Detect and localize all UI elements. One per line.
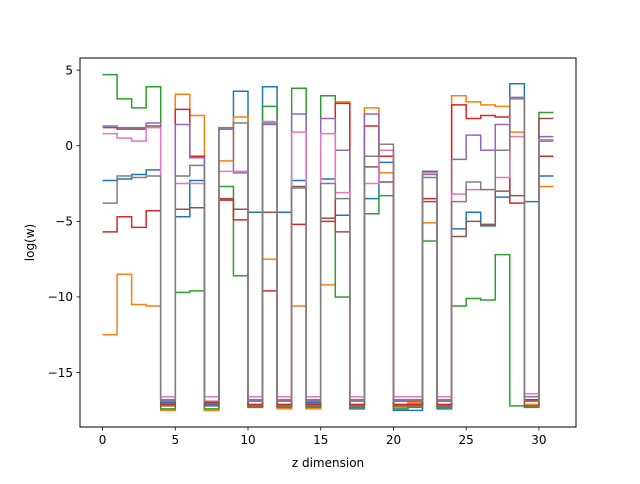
x-tick-label: 25: [459, 433, 474, 447]
x-tick-label: 10: [240, 433, 255, 447]
y-tick-label: 5: [65, 63, 73, 77]
y-tick-label: −15: [48, 366, 73, 380]
series-line-8: [102, 96, 554, 403]
series-line-6: [102, 117, 554, 407]
y-axis-label: log(w): [23, 224, 37, 261]
x-tick-label: 5: [171, 433, 179, 447]
x-tick-label: 15: [313, 433, 328, 447]
x-axis-label: z dimension: [292, 456, 364, 470]
y-tick-label: −10: [48, 290, 73, 304]
x-tick-label: 0: [99, 433, 107, 447]
plot-frame: [79, 57, 577, 428]
tick-layer: 0 5 10 15 20 25 30 5 0 −5 −10 −15: [48, 63, 547, 447]
series-line-5: [102, 98, 554, 403]
y-tick-label: 0: [65, 139, 73, 153]
x-tick-label: 20: [386, 433, 401, 447]
series-line-2: [102, 93, 554, 412]
series-line-3: [102, 73, 554, 410]
series-layer: [102, 73, 554, 412]
y-tick-label: −5: [55, 215, 73, 229]
x-tick-label: 30: [531, 433, 546, 447]
